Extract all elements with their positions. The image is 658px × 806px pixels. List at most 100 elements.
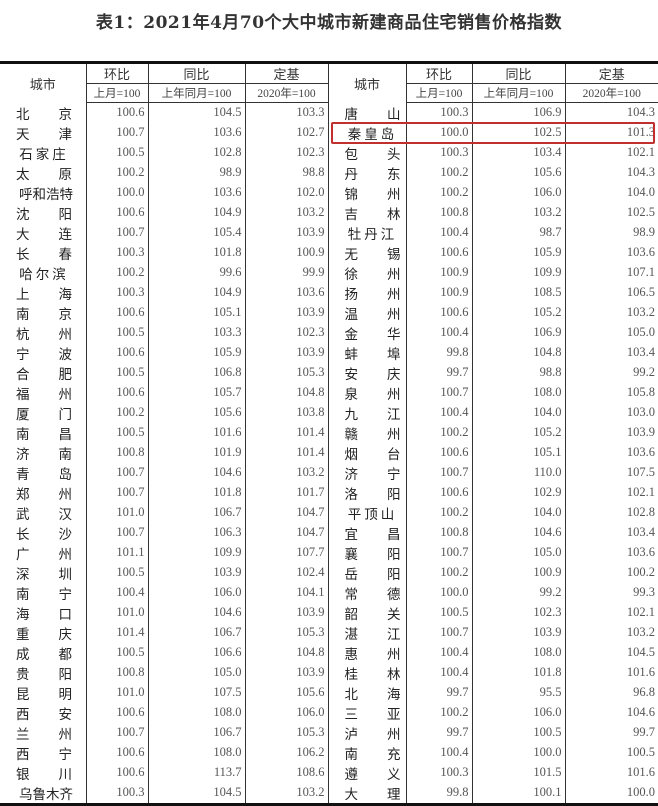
- base-value-right: 101.6: [564, 662, 658, 683]
- yoy-value-right: 110.0: [471, 462, 565, 483]
- table-row: 广州 101.1 109.9 107.7 襄阳 100.7 105.0 103.6: [0, 542, 658, 563]
- base-value-right: 101.3: [564, 122, 658, 143]
- yoy-value-right: 108.0: [471, 382, 565, 403]
- yoy-value-left: 105.9: [147, 342, 245, 363]
- yoy-value-right: 104.0: [471, 402, 565, 423]
- city-name-right: 唐山: [327, 102, 406, 123]
- city-name-right: 泸州: [327, 722, 406, 743]
- base-value-right: 103.6: [564, 442, 658, 463]
- city-label: 温州: [344, 306, 401, 322]
- yoy-value-right: 106.0: [471, 182, 565, 203]
- base-value-left: 102.4: [244, 562, 328, 583]
- table-row: 深圳 100.5 103.9 102.4 岳阳 100.2 100.9 100.2: [0, 562, 658, 583]
- city-name-left: 太原: [0, 163, 86, 183]
- city-name-left: 福州: [0, 383, 86, 403]
- city-name-right: 北海: [327, 682, 406, 703]
- subheader-base-left: 2020年=100: [244, 83, 328, 103]
- yoy-value-left: 103.6: [147, 122, 245, 143]
- city-name-right: 扬州: [327, 282, 406, 303]
- city-name-right: 温州: [327, 302, 406, 323]
- yoy-value-right: 102.9: [471, 482, 565, 503]
- base-value-left: 103.9: [244, 342, 328, 363]
- mom-value-left: 100.0: [85, 182, 148, 203]
- base-value-left: 105.3: [244, 722, 328, 743]
- price-index-table: 城市 环比 同比 定基 城市 环比 同比 定基 上月=100 上年同月=100 …: [0, 61, 658, 806]
- city-label: 北海: [344, 686, 401, 702]
- mom-value-right: 100.8: [405, 202, 472, 223]
- city-name-left: 呼和浩特: [0, 183, 86, 203]
- base-value-right: 103.9: [564, 422, 658, 443]
- city-name-right: 牡丹江: [327, 222, 406, 243]
- base-value-left: 104.7: [244, 522, 328, 543]
- city-label: 湛江: [344, 626, 401, 642]
- mom-value-left: 100.2: [85, 262, 148, 283]
- mom-value-left: 100.3: [85, 782, 148, 804]
- base-value-right: 99.2: [564, 362, 658, 383]
- base-value-right: 107.5: [564, 462, 658, 483]
- city-label: 大连: [16, 226, 72, 242]
- city-name-left: 深圳: [0, 563, 86, 583]
- base-value-right: 100.5: [564, 742, 658, 763]
- city-name-left: 天津: [0, 123, 86, 143]
- base-value-right: 104.0: [564, 182, 658, 203]
- city-name-left: 北京: [0, 103, 86, 123]
- base-value-right: 104.3: [564, 102, 658, 123]
- city-name-right: 平顶山: [327, 502, 406, 523]
- city-label: 哈尔滨: [19, 266, 69, 282]
- city-label: 蚌埠: [344, 346, 401, 362]
- city-label: 安庆: [344, 366, 401, 382]
- city-label: 烟台: [344, 446, 401, 462]
- mom-value-left: 101.0: [85, 502, 148, 523]
- city-label: 金华: [344, 326, 401, 342]
- table-row: 海口 101.0 104.6 103.9 韶关 100.5 102.3 102.1: [0, 602, 658, 623]
- mom-value-left: 100.7: [85, 722, 148, 743]
- mom-value-left: 100.2: [85, 162, 148, 183]
- mom-value-right: 100.0: [405, 122, 472, 143]
- city-label: 宜昌: [344, 526, 401, 542]
- city-label: 合肥: [16, 366, 72, 382]
- base-value-left: 99.9: [244, 262, 328, 283]
- yoy-value-right: 100.5: [471, 722, 565, 743]
- header-city-right: 城市: [327, 62, 406, 103]
- city-label: 重庆: [16, 626, 72, 642]
- base-value-left: 103.6: [244, 282, 328, 303]
- base-value-left: 102.7: [244, 122, 328, 143]
- city-name-left: 石家庄: [0, 143, 86, 163]
- mom-value-right: 100.4: [405, 742, 472, 763]
- mom-value-right: 100.7: [405, 622, 472, 643]
- city-name-right: 惠州: [327, 642, 406, 663]
- table-row: 呼和浩特 100.0 103.6 102.0 锦州 100.2 106.0 104.0: [0, 182, 658, 203]
- base-value-right: 101.6: [564, 762, 658, 783]
- city-label: 泸州: [344, 726, 401, 742]
- city-label: 大理: [344, 786, 401, 802]
- base-value-left: 103.9: [244, 602, 328, 623]
- mom-value-left: 101.0: [85, 682, 148, 703]
- base-value-left: 104.8: [244, 382, 328, 403]
- city-label: 成都: [16, 646, 72, 662]
- table-row: 杭州 100.5 103.3 102.3 金华 100.4 106.9 105.0: [0, 322, 658, 343]
- base-value-left: 102.3: [244, 322, 328, 343]
- base-value-left: 108.6: [244, 762, 328, 783]
- city-label: 呼和浩特: [19, 186, 73, 202]
- city-label: 吉林: [344, 206, 401, 222]
- city-name-left: 厦门: [0, 403, 86, 423]
- city-name-left: 沈阳: [0, 203, 86, 223]
- mom-value-right: 100.6: [405, 302, 472, 323]
- city-label: 北京: [16, 106, 72, 122]
- city-label: 无锡: [344, 246, 401, 262]
- city-label: 海口: [16, 606, 72, 622]
- base-value-right: 105.8: [564, 382, 658, 403]
- city-label: 济南: [16, 446, 72, 462]
- mom-value-right: 100.6: [405, 242, 472, 263]
- yoy-value-left: 113.7: [147, 762, 245, 783]
- table-row: 郑州 100.7 101.8 101.7 洛阳 100.6 102.9 102.1: [0, 482, 658, 503]
- city-name-left: 上海: [0, 283, 86, 303]
- mom-value-right: 99.7: [405, 362, 472, 383]
- yoy-value-left: 106.3: [147, 522, 245, 543]
- mom-value-left: 100.4: [85, 582, 148, 603]
- mom-value-left: 100.6: [85, 102, 148, 123]
- city-name-left: 南京: [0, 303, 86, 323]
- table-row: 成都 100.5 106.6 104.8 惠州 100.4 108.0 104.5: [0, 642, 658, 663]
- city-label: 南充: [344, 746, 401, 762]
- yoy-value-right: 105.0: [471, 542, 565, 563]
